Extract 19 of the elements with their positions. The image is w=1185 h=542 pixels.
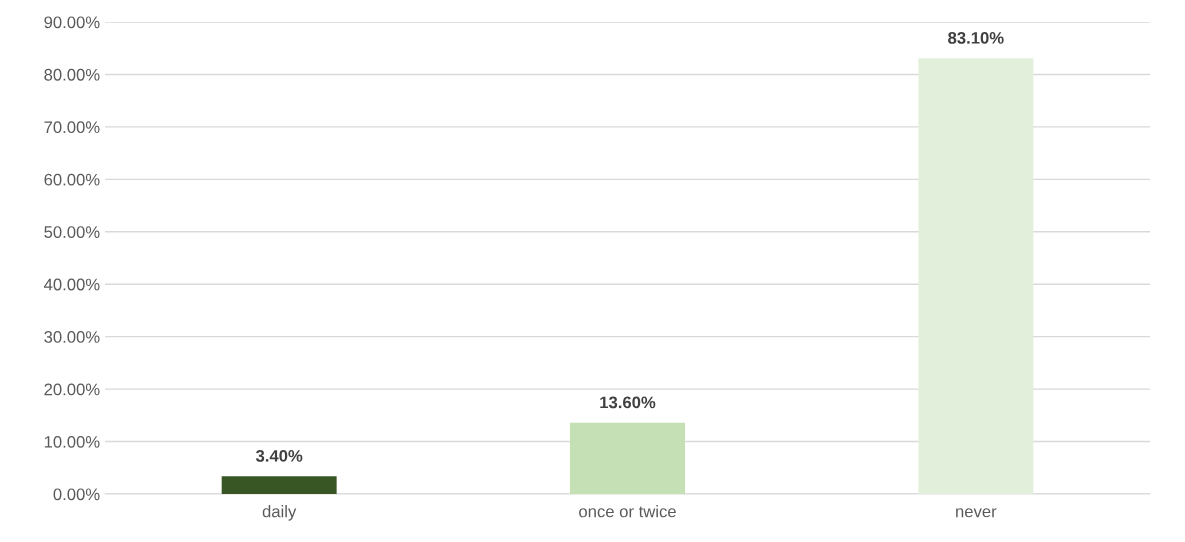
y-tick-label: 70.00% (44, 121, 100, 134)
y-tick-label: 40.00% (44, 278, 100, 291)
x-tick-label: once or twice (579, 505, 676, 518)
y-tick-label: 0.00% (53, 488, 100, 501)
y-tick-label: 20.00% (44, 383, 100, 396)
y-tick-label: 80.00% (44, 68, 100, 81)
y-tick-label: 10.00% (44, 435, 100, 448)
data-label: 3.40% (255, 449, 303, 462)
bar (918, 58, 1034, 494)
x-tick-label: daily (262, 505, 297, 521)
y-tick-label: 50.00% (44, 226, 100, 238)
y-tick-label: 30.00% (44, 331, 100, 343)
x-tick-label: never (956, 508, 997, 518)
y-tick-label: 60.00% (44, 173, 100, 186)
data-label: 83.10% (948, 31, 1004, 44)
bar (221, 476, 337, 494)
y-tick-label: 90.00% (44, 16, 100, 29)
bar (570, 422, 685, 494)
data-label: 13.60% (600, 396, 656, 409)
